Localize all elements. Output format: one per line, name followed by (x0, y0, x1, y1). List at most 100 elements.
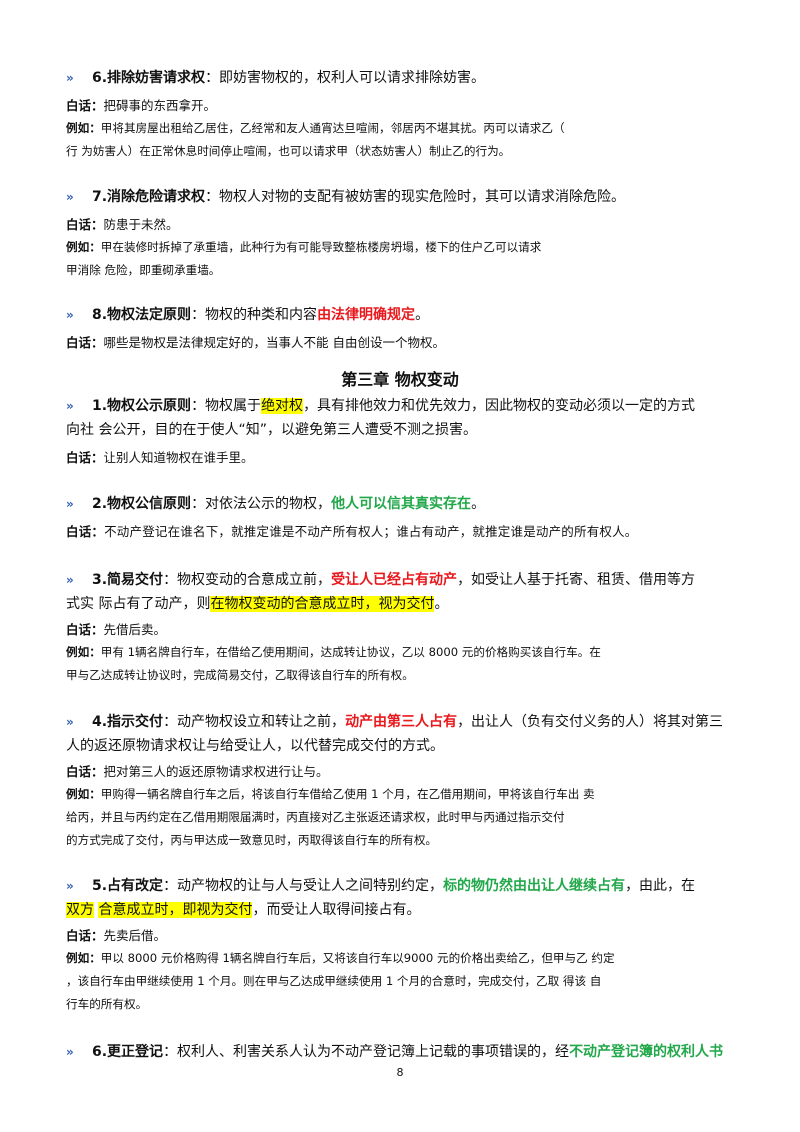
plain-explanation: 白话：让别人知道物权在谁手里。 (66, 446, 766, 469)
heading-line: » 6.排除妨害请求权：即妨害物权的，权利人可以请求排除妨害。 (66, 66, 766, 90)
heading-text: ：动产物权设立和转让之前， (163, 714, 346, 730)
example-line-2: 甲与乙达成转让协议时，完成简易交付，乙取得该自行车的所有权。 (66, 668, 414, 682)
heading-end: 。 (471, 496, 486, 512)
plain-label: 白话： (66, 217, 104, 232)
highlight-text-1: 双方 (66, 902, 94, 918)
section-possession-change: » 5.占有改定：动产物权的让与人与受让人之间特别约定，标的物仍然由出让人继续占有… (66, 874, 766, 1016)
arrow-bullet-icon: » (66, 399, 74, 413)
example-line-3: 行车的所有权。 (66, 997, 148, 1011)
heading-line-2-text: ，而受让人取得间接占有。 (252, 902, 421, 918)
plain-text: 先卖后借。 (103, 928, 167, 943)
example-line-1: 例如：甲在装修时拆掉了承重墙，此种行为有可能导致整栋楼房坍塌，楼下的住户乙可以请… (66, 236, 766, 259)
plain-text: 把碍事的东西拿开。 (103, 98, 217, 113)
page-number: 8 (396, 1066, 404, 1079)
example-label: 例如： (66, 951, 101, 965)
heading-line: » 5.占有改定：动产物权的让与人与受让人之间特别约定，标的物仍然由出让人继续占有… (66, 874, 766, 898)
plain-explanation: 白话：先借后卖。 (66, 618, 766, 641)
highlight-text: 绝对权 (261, 398, 304, 414)
heading-line-2: 式实 际占有了动产，则在物权变动的合意成立时，视为交付。 (66, 592, 766, 616)
chapter-title: 第三章 物权变动 (341, 370, 459, 389)
example-line-2: 给丙，并且与丙约定在乙借用期限届满时，丙直接对乙主张返还请求权，此时甲与丙通过指… (66, 810, 565, 824)
arrow-bullet-icon: » (66, 1045, 74, 1059)
heading-title: 6.更正登记 (92, 1044, 164, 1060)
heading-title: 5.占有改定 (92, 878, 164, 894)
heading-text-cont: ，由此，在 (625, 878, 696, 894)
example-text: 甲将其房屋出租给乙居住，乙经常和友人通宵达旦喧闹，邻居丙不堪其扰。丙可以请求乙（ (100, 121, 565, 135)
heading-title: 8.物权法定原则 (92, 307, 192, 323)
arrow-bullet-icon: » (66, 190, 74, 204)
red-emphasis: 由法律明确规定 (317, 307, 416, 323)
section-simple-delivery: » 3.简易交付：物权变动的合意成立前，受让人已经占有动产，如受让人基于托寄、租赁… (66, 568, 766, 687)
plain-label: 白话： (66, 524, 105, 539)
example-label: 例如： (66, 121, 101, 135)
green-emphasis: 他人可以信其真实存在 (331, 496, 472, 512)
plain-label: 白话： (66, 335, 104, 350)
heading-text-cont: ，具有排他效力和优先效力，因此物权的变动必须以一定的方式 (303, 398, 696, 414)
heading-line: » 8.物权法定原则：物权的种类和内容由法律明确规定。 (66, 303, 766, 327)
heading-line-2: 人的返还原物请求权让与给受让人，以代替完成交付的方式。 (66, 738, 444, 754)
highlight-text-2: 合意成立时，即视为交付 (98, 902, 253, 918)
arrow-bullet-icon: » (66, 879, 74, 893)
heading-line-2: 向社 会公开，目的在于使人“知”，以避免第三人遭受不测之损害。 (66, 422, 477, 438)
section-public-trust-principle: » 2.物权公信原则：对依法公示的物权，他人可以信其真实存在。 白话：不动产登记在… (66, 492, 766, 543)
plain-explanation: 白话：不动产登记在谁名下，就推定谁是不动产所有权人；谁占有动产，就推定谁是动产的… (66, 520, 766, 543)
example-line-2: 行 为妨害人）在正常休息时间停止喧闹，也可以请求甲（状态妨害人）制止乙的行为。 (66, 144, 511, 158)
heading-line: » 2.物权公信原则：对依法公示的物权，他人可以信其真实存在。 (66, 492, 766, 516)
plain-label: 白话： (66, 98, 104, 113)
heading-text: ：即妨害物权的，权利人可以请求排除妨害。 (205, 70, 486, 86)
plain-explanation: 白话：防患于未然。 (66, 213, 766, 236)
heading-line-2-text: 式实 际占有了动产，则 (66, 596, 211, 612)
red-emphasis: 动产由第三人占有 (345, 714, 458, 730)
example-line-2: 甲消除 危险，即重砌承重墙。 (66, 263, 221, 277)
plain-explanation: 白话：先卖后借。 (66, 924, 766, 947)
arrow-bullet-icon: » (66, 71, 74, 85)
example-line-1: 例如：甲以 8000 元价格购得 1辆名牌自行车后，又将该自行车以9000 元的… (66, 947, 766, 970)
section-danger-removal-claim: » 7.消除危险请求权：物权人对物的支配有被妨害的现实危险时，其可以请求消除危险。… (66, 185, 766, 282)
heading-end: 。 (415, 307, 430, 323)
plain-explanation: 白话：哪些是物权是法律规定好的，当事人不能 自由创设一个物权。 (66, 331, 766, 354)
heading-title: 2.物权公信原则 (92, 496, 192, 512)
example-line-3: 的方式完成了交付，丙与甲达成一致意见时，丙取得该自行车的所有权。 (66, 833, 438, 847)
heading-line: » 3.简易交付：物权变动的合意成立前，受让人已经占有动产，如受让人基于托寄、租赁… (66, 568, 766, 592)
heading-title: 3.简易交付 (92, 572, 164, 588)
example-label: 例如： (66, 645, 101, 659)
highlight-text: 在物权变动的合意成立时，视为交付 (210, 596, 435, 612)
heading-end: 。 (434, 596, 449, 612)
section-correction-registration: » 6.更正登记：权利人、利害关系人认为不动产登记簿上记载的事项错误的，经不动产登… (66, 1040, 766, 1064)
red-emphasis: 受让人已经占有动产 (331, 572, 458, 588)
heading-title: 6.排除妨害请求权 (92, 70, 206, 86)
heading-text: ：对依法公示的物权， (191, 496, 332, 512)
section-numerus-clausus: » 8.物权法定原则：物权的种类和内容由法律明确规定。 白话：哪些是物权是法律规定… (66, 303, 766, 354)
plain-explanation: 白话：把对第三人的返还原物请求权进行让与。 (66, 760, 766, 783)
section-indication-delivery: » 4.指示交付：动产物权设立和转让之前，动产由第三人占有，出让人（负有交付义务的… (66, 710, 766, 852)
plain-text: 不动产登记在谁名下，就推定谁是不动产所有权人；谁占有动产，就推定谁是动产的所有权… (104, 524, 638, 539)
green-emphasis: 不动产登记簿的权利人书 (569, 1044, 724, 1060)
heading-text: ：物权的种类和内容 (191, 307, 318, 323)
example-label: 例如： (66, 787, 101, 801)
plain-text: 哪些是物权是法律规定好的，当事人不能 自由创设一个物权。 (103, 335, 445, 350)
heading-line: » 7.消除危险请求权：物权人对物的支配有被妨害的现实危险时，其可以请求消除危险。 (66, 185, 766, 209)
plain-explanation: 白话：把碍事的东西拿开。 (66, 94, 766, 117)
plain-label: 白话： (66, 928, 104, 943)
heading-text-cont: ，出让人（负有交付义务的人）将其对第三 (457, 714, 724, 730)
heading-text: ：动产物权的让与人与受让人之间特别约定， (163, 878, 444, 894)
arrow-bullet-icon: » (66, 497, 74, 511)
heading-line: » 1.物权公示原则：物权属于绝对权，具有排他效力和优先效力，因此物权的变动必须以… (66, 394, 766, 418)
section-exclusion-claim: » 6.排除妨害请求权：即妨害物权的，权利人可以请求排除妨害。 白话：把碍事的东西… (66, 66, 766, 163)
arrow-bullet-icon: » (66, 715, 74, 729)
plain-text: 先借后卖。 (103, 622, 167, 637)
heading-line-2: 双方 合意成立时，即视为交付，而受让人取得间接占有。 (66, 898, 766, 922)
heading-text: ：物权属于 (191, 398, 262, 414)
heading-line: » 6.更正登记：权利人、利害关系人认为不动产登记簿上记载的事项错误的，经不动产登… (66, 1040, 766, 1064)
heading-title: 4.指示交付 (92, 714, 164, 730)
example-line-1: 例如：甲将其房屋出租给乙居住，乙经常和友人通宵达旦喧闹，邻居丙不堪其扰。丙可以请… (66, 117, 766, 140)
arrow-bullet-icon: » (66, 573, 74, 587)
heading-line: » 4.指示交付：动产物权设立和转让之前，动产由第三人占有，出让人（负有交付义务的… (66, 710, 766, 734)
section-publicity-principle: » 1.物权公示原则：物权属于绝对权，具有排他效力和优先效力，因此物权的变动必须以… (66, 394, 766, 469)
example-text: 甲以 8000 元价格购得 1辆名牌自行车后，又将该自行车以9000 元的价格出… (100, 951, 615, 965)
heading-title: 7.消除危险请求权 (92, 189, 206, 205)
plain-label: 白话： (66, 764, 104, 779)
plain-text: 让别人知道物权在谁手里。 (103, 450, 254, 465)
plain-label: 白话： (66, 622, 104, 637)
example-line-1: 例如：甲购得一辆名牌自行车之后，将该自行车借给乙使用 1 个月，在乙借用期间，甲… (66, 783, 766, 806)
